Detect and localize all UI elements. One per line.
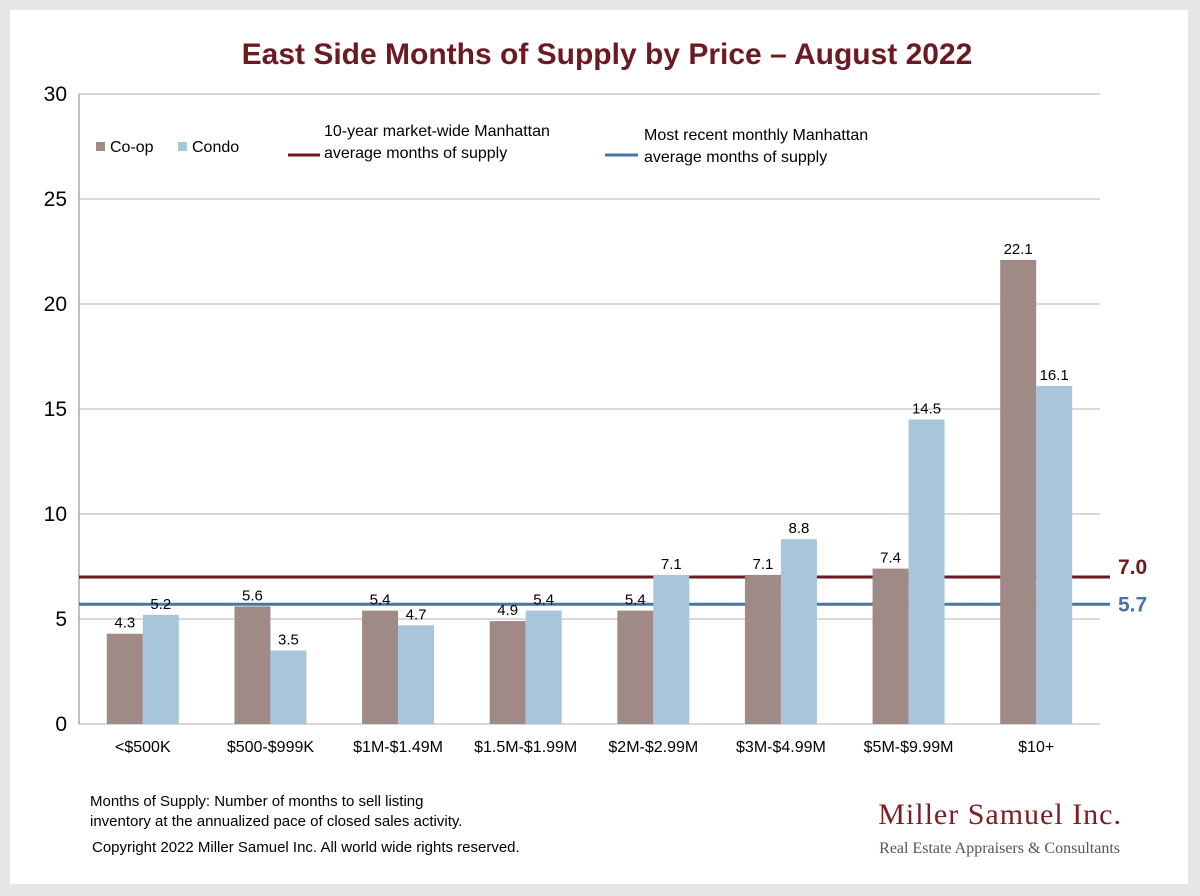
x-tick-label: <$500K [115,739,171,756]
data-label-coop: 5.4 [370,592,391,609]
data-label-condo: 5.2 [150,596,171,613]
bar-coop [617,610,654,724]
data-label-condo: 8.8 [789,520,810,537]
y-tick-label: 20 [44,293,67,316]
data-label-coop: 7.4 [880,550,901,567]
chart-frame: East Side Months of Supply by Price – Au… [10,10,1188,884]
bar-condo [653,574,690,724]
legend: Co-op Condo 10-year market-wide Manhatta… [96,123,868,166]
bar-coop [744,574,781,724]
data-label-condo: 16.1 [1040,367,1069,384]
bar-condo [398,625,435,724]
y-tick-label: 30 [44,83,67,106]
legend-swatch-condo [178,142,187,151]
data-label-coop: 7.1 [753,556,774,573]
brand-logo-name: Miller Samuel Inc. [878,798,1122,831]
legend-label-coop: Co-op [110,139,154,156]
bar-condo [142,614,179,724]
footnote-line2: inventory at the annualized pace of clos… [90,813,462,830]
y-tick-label: 25 [44,188,67,211]
legend-label-recent-line1: Most recent monthly Manhattan [644,127,868,144]
legend-label-10yr-line1: 10-year market-wide Manhattan [324,123,550,140]
x-tick-label: $1M-$1.49M [353,739,443,756]
data-label-condo: 14.5 [912,401,941,418]
ref-value-recent: 5.7 [1118,593,1147,616]
x-tick-label: $10+ [1018,739,1054,756]
data-label-condo: 3.5 [278,632,299,649]
chart-svg: East Side Months of Supply by Price – Au… [44,38,1148,857]
y-tick-label: 5 [55,608,67,631]
bar-coop [1000,259,1037,724]
data-label-condo: 7.1 [661,556,682,573]
bar-condo [908,419,945,724]
footnote-line1: Months of Supply: Number of months to se… [90,793,424,810]
bar-condo [525,610,562,724]
bar-coop [106,633,143,724]
data-label-coop: 4.9 [497,602,518,619]
data-label-coop: 5.6 [242,587,263,604]
brand-tagline: Real Estate Appraisers & Consultants [879,840,1120,857]
bar-condo [270,650,307,724]
bar-coop [489,621,526,724]
chart-title: East Side Months of Supply by Price – Au… [242,38,973,71]
x-tick-label: $500-$999K [227,739,315,756]
bar-condo [780,539,817,724]
bar-condo [1036,385,1073,724]
bar-coop [362,610,399,724]
x-tick-label: $3M-$4.99M [736,739,826,756]
y-tick-label: 0 [55,713,67,736]
y-tick-label: 10 [44,503,67,526]
legend-label-10yr-line2: average months of supply [324,145,507,162]
x-tick-label: $5M-$9.99M [864,739,954,756]
y-tick-label: 15 [44,398,67,421]
x-tick-label: $2M-$2.99M [608,739,698,756]
data-label-coop: 5.4 [625,592,646,609]
legend-swatch-coop [96,142,105,151]
data-label-coop: 4.3 [114,615,135,632]
bar-coop [234,606,271,724]
bar-coop [872,568,909,724]
footnote-copyright: Copyright 2022 Miller Samuel Inc. All wo… [92,839,520,856]
data-label-condo: 5.4 [533,592,554,609]
legend-label-condo: Condo [192,139,239,156]
data-label-condo: 4.7 [406,606,427,623]
ref-value-10yr: 7.0 [1118,556,1147,579]
data-label-coop: 22.1 [1004,241,1033,258]
legend-label-recent-line2: average months of supply [644,149,827,166]
x-tick-label: $1.5M-$1.99M [474,739,577,756]
